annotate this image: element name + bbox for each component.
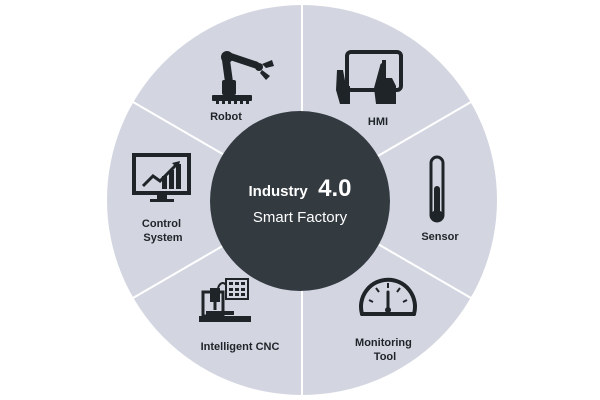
segment-hmi: HMI	[336, 50, 403, 128]
segment-label-line: Sensor	[421, 231, 459, 243]
segment-intelligent-cnc: Intelligent CNC	[199, 278, 280, 353]
hub-title-version: 4.0	[318, 175, 351, 202]
monitor-chart-icon	[132, 153, 191, 202]
center-hub: Industry 4.0 Smart Factory	[210, 111, 390, 291]
segment-label-monitoring-tool: Monitoring Tool	[355, 337, 415, 363]
segment-dividers	[132, 5, 472, 395]
segment-control-system: Control System	[132, 153, 191, 244]
segment-label-control-system: Control System	[142, 218, 184, 244]
hub-circle	[210, 111, 390, 291]
segment-label-line: Monitoring	[355, 337, 412, 349]
segment-label-sensor: Sensor	[421, 231, 459, 243]
robot-arm-icon	[212, 51, 274, 104]
segment-label-hmi: HMI	[368, 116, 388, 128]
hub-title: Industry 4.0	[248, 175, 351, 202]
segment-sensor: Sensor	[421, 155, 459, 243]
segment-label-robot: Robot	[210, 111, 242, 123]
segment-label-line: Control	[142, 218, 181, 230]
hub-subtitle: Smart Factory	[253, 209, 348, 226]
segment-monitoring-tool: Monitoring Tool	[355, 277, 417, 363]
cnc-machine-icon	[199, 278, 251, 322]
segment-label-line: Robot	[210, 111, 242, 123]
touchscreen-hands-icon	[336, 50, 403, 104]
thermometer-sensor-icon	[429, 155, 445, 223]
segment-label-line: HMI	[368, 116, 388, 128]
segment-label-line: Tool	[374, 351, 396, 363]
segment-label-line: Intelligent CNC	[201, 341, 280, 353]
segment-label-line: System	[143, 232, 182, 244]
hub-title-word: Industry	[248, 183, 308, 200]
gauge-icon	[359, 277, 417, 316]
segment-robot: Robot	[210, 51, 274, 123]
segment-label-intelligent-cnc: Intelligent CNC	[201, 341, 280, 353]
